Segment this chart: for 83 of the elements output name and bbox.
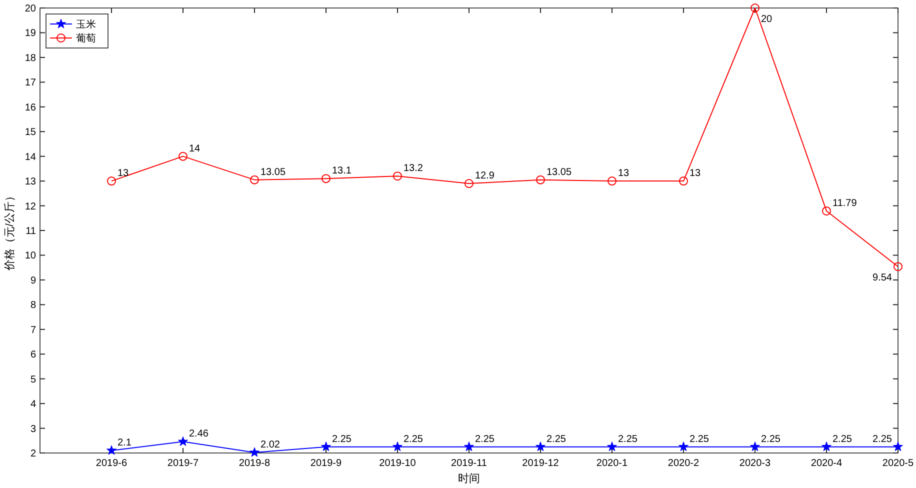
point: [821, 442, 832, 452]
data-label: 13.05: [546, 166, 572, 178]
data-label: 2.25: [475, 434, 495, 445]
x-tick-label: 2020-1: [596, 458, 628, 469]
point: [892, 442, 904, 452]
data-label: 14: [189, 143, 201, 154]
data-label: 2.02: [260, 440, 280, 451]
x-tick-label: 2020-4: [810, 458, 843, 469]
x-tick-label: 2019-8: [238, 458, 271, 469]
x-axis-title: 时间: [458, 472, 480, 485]
point: [679, 176, 688, 186]
y-tick-label: 14: [24, 152, 36, 163]
data-label: 11.79: [832, 198, 858, 209]
point: [178, 436, 188, 446]
point: [322, 174, 330, 184]
y-tick-label: 17: [24, 78, 36, 89]
point: [606, 442, 618, 452]
data-label: 2.25: [761, 434, 781, 445]
y-tick-label: 10: [24, 250, 36, 262]
point: [107, 176, 116, 186]
data-label: 2.25: [832, 434, 852, 445]
y-tick-label: 11: [26, 226, 36, 237]
y-tick-label: 18: [24, 52, 36, 64]
x-tick-label: 2020-2: [668, 458, 700, 469]
point: [535, 442, 546, 452]
data-label: 20: [761, 14, 773, 25]
data-label: 13.1: [332, 166, 352, 177]
data-label: 2.25: [546, 434, 566, 445]
point: [178, 152, 188, 161]
x-tick-label: 2019-10: [379, 458, 416, 469]
x-tick-label: 2020-5: [882, 458, 914, 469]
data-label: 2.25: [690, 434, 710, 445]
y-tick-label: 8: [30, 300, 36, 312]
data-label: 2.25: [332, 434, 352, 445]
point: [106, 445, 117, 455]
x-tick-label: 2019-11: [451, 458, 488, 469]
y-tick-label: 15: [24, 127, 36, 138]
point: [249, 447, 260, 457]
data-label: 13: [618, 168, 630, 180]
point: [393, 172, 402, 181]
y-tick-label: 13: [24, 176, 36, 188]
point: [822, 206, 831, 216]
x-tick-label: 2019-7: [167, 458, 200, 469]
data-label: 2.25: [872, 434, 892, 445]
y-tick-label: 5: [30, 374, 36, 386]
point: [464, 179, 474, 188]
y-tick-label: 16: [24, 102, 36, 114]
y-tick-label: 20: [24, 4, 36, 14]
point: [320, 442, 332, 452]
data-label: 13: [118, 168, 130, 180]
x-tick-label: 2019-6: [96, 458, 128, 469]
data-label: 9.54: [872, 272, 892, 284]
data-label: 13: [690, 168, 702, 180]
legend-label: 葡萄: [76, 32, 96, 44]
y-tick-label: 9: [30, 275, 36, 286]
x-tick-label: 2019-12: [522, 458, 560, 469]
data-label: 2.46: [189, 428, 209, 440]
data-label: 12.9: [475, 170, 495, 182]
data-label: 2.25: [618, 434, 638, 445]
y-tick-label: 3: [30, 424, 36, 435]
point: [750, 442, 760, 452]
y-tick-label: 2: [30, 448, 36, 460]
data-label: 13.2: [404, 163, 424, 174]
point: [250, 175, 259, 184]
y-tick-label: 4: [30, 399, 36, 410]
point: [678, 442, 689, 452]
legend-label: 玉米: [76, 18, 96, 30]
x-tick-label: 2020-3: [739, 458, 772, 469]
point: [536, 175, 545, 184]
point: [608, 176, 616, 186]
point: [894, 262, 902, 272]
data-label: 2.1: [118, 438, 132, 449]
y-tick-label: 7: [30, 324, 36, 336]
x-tick-label: 2019-9: [310, 458, 342, 469]
data-label: 2.25: [404, 434, 424, 445]
y-tick-label: 19: [24, 28, 36, 40]
point: [464, 442, 474, 452]
y-axis-title: 价格（元/公斤）: [3, 190, 16, 272]
point: [750, 4, 760, 12]
data-label: 13.05: [260, 166, 286, 178]
y-tick-label: 6: [30, 350, 36, 361]
point: [392, 442, 403, 452]
y-tick-label: 12: [24, 201, 36, 212]
